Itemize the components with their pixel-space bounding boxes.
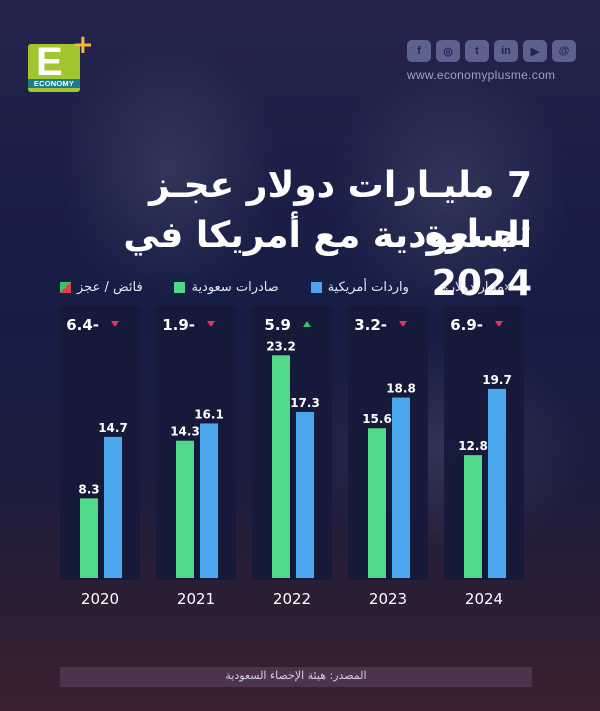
legend-exports-label: صادرات سعودية (191, 279, 279, 295)
export-value-2022: 23.2 (266, 339, 296, 353)
legend-exports-swatch (174, 281, 186, 293)
year-panel-2024 (444, 306, 524, 580)
export-bar-2023 (368, 428, 386, 578)
logo-word: ECONOMY (28, 79, 80, 88)
legend-imports-label: واردات أمريكية (327, 279, 409, 295)
legend-imports: واردات أمريكية (310, 279, 409, 295)
legend-imports-swatch (310, 281, 322, 293)
legend: «مليار دولار» واردات أمريكية صادرات سعود… (60, 278, 512, 296)
import-bar-2022 (296, 411, 314, 578)
deficit-arrow-icon-2020 (111, 321, 119, 327)
website-url[interactable]: www.economyplusme.com (407, 68, 556, 82)
linkedin-icon[interactable]: in (494, 40, 518, 62)
year-panel-2021 (156, 306, 236, 580)
legend-balance: فائض / عجز (60, 280, 143, 295)
legend-balance-label: فائض / عجز (77, 279, 143, 295)
logo-plus: + (72, 30, 94, 60)
import-value-2020: 14.7 (98, 421, 128, 435)
x-tick-label-2021: 2021 (177, 590, 215, 608)
social-icons: f ◎ t in ▶ @ (407, 40, 576, 62)
import-value-2022: 17.3 (290, 396, 320, 410)
x-tick-label-2022: 2022 (273, 590, 311, 608)
chart-title-line-2: السعودية مع أمريكا في 2024 (123, 215, 532, 304)
year-panel-2020 (60, 306, 140, 580)
legend-unit-label: «مليار دولار» (440, 279, 512, 295)
surplus-arrow-icon-2022 (303, 321, 311, 327)
year-panel-2022 (252, 306, 332, 580)
facebook-icon[interactable]: f (407, 40, 431, 62)
export-value-2020: 8.3 (78, 482, 99, 496)
background-figure-right (330, 60, 570, 320)
x-tick-label-2020: 2020 (81, 590, 119, 608)
threads-icon[interactable]: @ (552, 40, 576, 62)
export-bar-2021 (176, 440, 194, 578)
legend-balance-swatch (60, 281, 71, 293)
import-value-2023: 18.8 (386, 382, 416, 396)
export-bar-2024 (464, 455, 482, 578)
source-bar: المصدر: هيئة الإحصاء السعودية (60, 667, 532, 687)
export-value-2024: 12.8 (458, 439, 488, 453)
x-tick-label-2023: 2023 (369, 590, 407, 608)
deficit-arrow-icon-2023 (399, 321, 407, 327)
logo-letter: E (36, 40, 63, 84)
source-text: المصدر: هيئة الإحصاء السعودية (225, 669, 367, 682)
legend-exports: صادرات سعودية (174, 279, 279, 295)
background-figure-left (60, 40, 280, 300)
import-bar-2024 (488, 388, 506, 578)
import-bar-2021 (200, 423, 218, 578)
year-panel-2023 (348, 306, 428, 580)
balance-label-2023: 3.2- (354, 316, 387, 334)
economy-plus-logo: E + ECONOMY (28, 32, 94, 94)
chart-title-line-1: 7 مليـارات دولار عجـز تجـارة (148, 165, 532, 254)
legend-unit: «مليار دولار» (441, 280, 512, 295)
deficit-arrow-icon-2021 (207, 321, 215, 327)
balance-label-2021: 1.9- (162, 316, 195, 334)
youtube-icon[interactable]: ▶ (523, 40, 547, 62)
export-bar-2020 (80, 498, 98, 578)
deficit-arrow-icon-2024 (495, 321, 503, 327)
export-value-2021: 14.3 (170, 425, 200, 439)
balance-label-2022: 5.9 (264, 316, 291, 334)
import-bar-2020 (104, 436, 122, 578)
x-tick-label-2024: 2024 (465, 590, 503, 608)
twitter-icon[interactable]: t (465, 40, 489, 62)
balance-label-2024: 6.9- (450, 316, 483, 334)
import-bar-2023 (392, 397, 410, 578)
export-value-2023: 15.6 (362, 412, 392, 426)
import-value-2021: 16.1 (194, 407, 224, 421)
export-bar-2022 (272, 355, 290, 578)
import-value-2024: 19.7 (482, 373, 512, 387)
instagram-icon[interactable]: ◎ (436, 40, 460, 62)
balance-label-2020: 6.4- (66, 316, 99, 334)
